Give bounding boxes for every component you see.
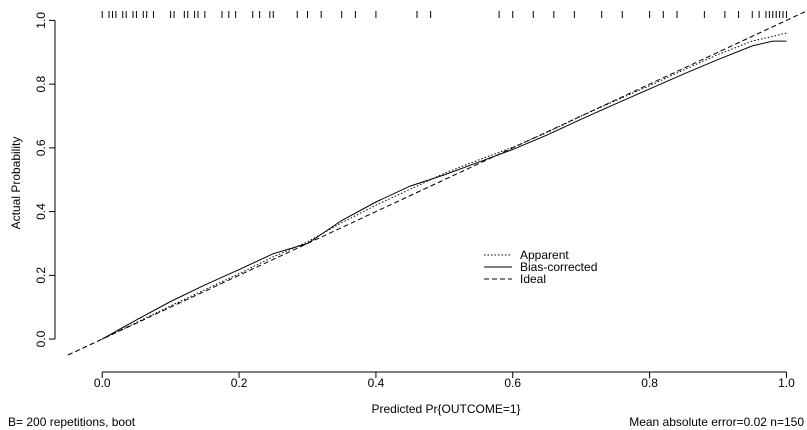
series-line-ideal [67, 10, 807, 356]
y-tick-label: 0.6 [34, 139, 48, 156]
x-axis-label: Predicted Pr{OUTCOME=1} [371, 402, 520, 416]
y-ticks: 0.0 0.2 0.4 0.6 0.8 1.0 [34, 12, 55, 347]
legend-label: Bias-corrected [520, 260, 597, 274]
x-ticks: 0.0 0.2 0.4 0.6 0.8 1.0 [94, 372, 795, 390]
x-tick-label: 0.4 [368, 376, 385, 390]
series-line-bias-corrected [101, 40, 787, 340]
x-tick-label: 0.6 [504, 376, 521, 390]
series-lines [67, 10, 807, 356]
footer-left-note: B= 200 repetitions, boot [8, 415, 136, 429]
series-line-apparent [101, 32, 787, 340]
y-tick-label: 0.8 [34, 75, 48, 92]
x-tick-label: 0.8 [641, 376, 658, 390]
legend-label: Apparent [520, 248, 569, 262]
legend-label: Ideal [520, 272, 546, 286]
x-tick-label: 1.0 [778, 376, 795, 390]
x-tick-label: 0.2 [231, 376, 248, 390]
y-tick-label: 0.0 [34, 330, 48, 347]
footer-right-note: Mean absolute error=0.02 n=150 [629, 415, 804, 429]
y-axis-label: Actual Probability [9, 137, 23, 230]
y-tick-label: 0.4 [34, 203, 48, 220]
y-tick-label: 1.0 [34, 12, 48, 29]
x-tick-label: 0.0 [94, 376, 111, 390]
axes [54, 20, 787, 373]
rug-marks [101, 11, 787, 18]
y-tick-label: 0.2 [34, 267, 48, 284]
